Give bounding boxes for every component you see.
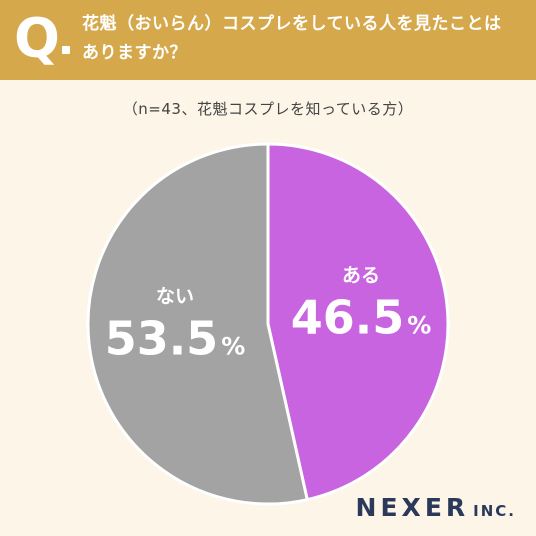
question-text: 花魁（おいらん）コスプレをしている人を見たことは ありますか？ [82,10,522,68]
slice-value-label: 53.5% [105,311,246,365]
slice-nai-label: ない 53.5% [105,285,246,365]
sample-note: （n=43、花魁コスプレを知っている方） [122,100,414,118]
slice-nai [86,142,310,506]
question-header: Q 花魁（おいらん）コスプレをしている人を見たことは ありますか？ [0,0,536,80]
logo-suffix: INC. [473,502,516,520]
slice-value-label: 46.5% [291,291,432,345]
slice-aru [266,142,450,502]
question-line-2: ありますか？ [82,43,187,63]
slice-category-label: ない [156,285,194,307]
logo-main: NEXER [355,493,470,522]
question-mark: Q [14,7,60,70]
nexer-logo: NEXER INC. [356,493,516,522]
slice-category-label: ある [342,265,380,287]
question-line-1: 花魁（おいらん）コスプレをしている人を見たことは [82,14,502,34]
slice-aru-label: ある 46.5% [291,265,432,345]
question-mark-dot [62,46,70,54]
